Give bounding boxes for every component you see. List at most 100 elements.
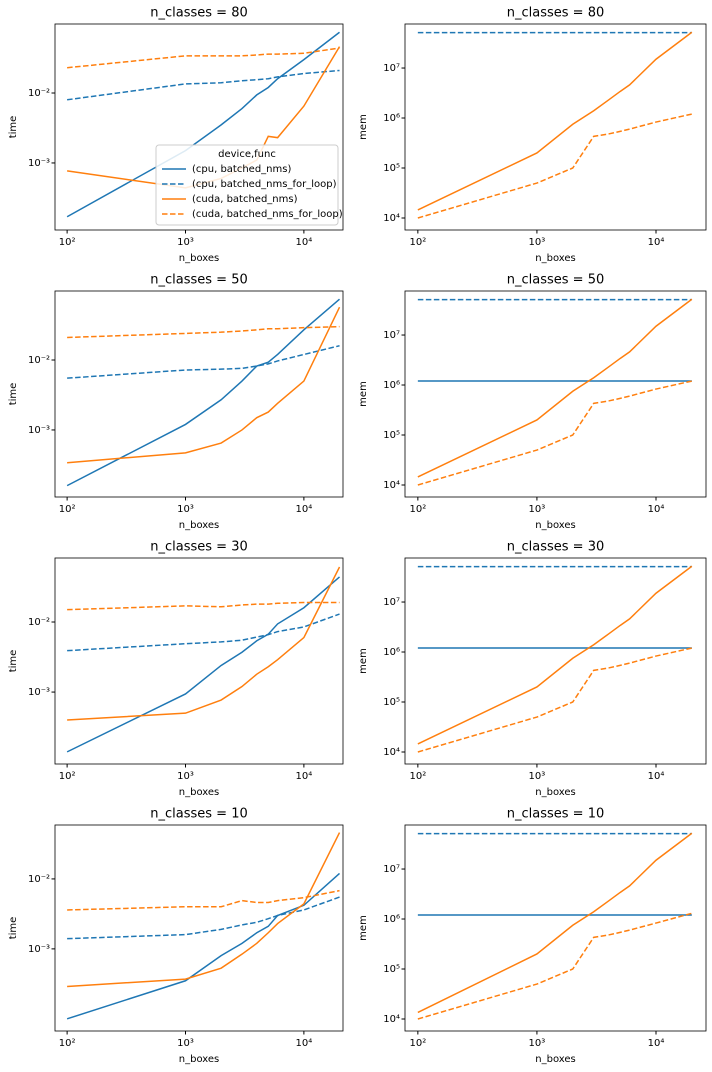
axes-frame bbox=[54, 290, 344, 498]
series-line bbox=[66, 31, 340, 218]
subplot-title: n_classes = 30 bbox=[507, 540, 604, 555]
x-tick-label: 10⁴ bbox=[296, 1038, 313, 1049]
legend-box bbox=[155, 144, 339, 226]
x-tick-label: 10⁴ bbox=[648, 504, 665, 515]
series-line bbox=[67, 306, 341, 464]
y-tick-label: 10⁴ bbox=[383, 747, 400, 758]
subplot: n_classes = 80 10² 10³ 10⁴ 10⁻³ 10⁻² n_boxes ti… bbox=[8, 6, 344, 264]
x-tick-label: 10² bbox=[409, 771, 426, 782]
plot-area bbox=[417, 832, 693, 1020]
y-tick-label: 10⁻² bbox=[28, 355, 50, 366]
series-line bbox=[67, 896, 340, 940]
y-axis-label: time bbox=[8, 116, 19, 139]
axes-frame bbox=[54, 557, 344, 765]
y-tick-label: 10⁻² bbox=[28, 88, 50, 99]
subplot-title: n_classes = 80 bbox=[150, 6, 247, 21]
plot-area bbox=[417, 31, 693, 219]
legend-label: (cpu, batched_nms) bbox=[192, 164, 291, 175]
x-axis-label: n_boxes bbox=[179, 787, 219, 798]
y-tick-label: 10⁷ bbox=[383, 597, 400, 608]
x-tick-label: 10² bbox=[409, 1038, 426, 1049]
legend-title: device,func bbox=[218, 149, 276, 160]
subplot: n_classes = 50 10² 10³ 10⁴ 10⁻³ 10⁻² n_boxes ti… bbox=[8, 273, 344, 531]
y-axis-label: time bbox=[8, 650, 19, 673]
plot-area bbox=[66, 566, 341, 753]
y-tick-label: 10⁴ bbox=[383, 1014, 400, 1025]
y-axis-label: mem bbox=[358, 648, 369, 674]
subplot: n_classes = 50 10² 10³ 10⁴ 10⁴ 10⁵ 10⁶ 10⁷ n_box… bbox=[358, 273, 707, 531]
x-tick-label: 10⁴ bbox=[648, 771, 665, 782]
y-tick-label: 10⁴ bbox=[383, 480, 400, 491]
y-tick-label: 10⁴ bbox=[383, 213, 400, 224]
legend-label: (cuda, batched_nms_for_loop) bbox=[192, 209, 343, 220]
series-line bbox=[66, 576, 341, 753]
x-tick-label: 10³ bbox=[177, 237, 194, 248]
y-tick-label: 10⁻³ bbox=[28, 944, 50, 955]
series-line bbox=[67, 69, 340, 101]
x-tick-label: 10³ bbox=[529, 237, 546, 248]
plot-area bbox=[66, 832, 341, 1020]
series-line bbox=[67, 47, 340, 69]
x-tick-label: 10⁴ bbox=[648, 1038, 665, 1049]
y-tick-label: 10⁵ bbox=[383, 964, 400, 975]
series-line bbox=[67, 613, 340, 652]
y-tick-label: 10⁻³ bbox=[28, 158, 50, 169]
x-axis-label: n_boxes bbox=[535, 253, 575, 264]
legend-label: (cpu, batched_nms_for_loop) bbox=[192, 179, 337, 190]
axes-frame bbox=[404, 557, 707, 765]
y-tick-label: 10⁻³ bbox=[28, 687, 50, 698]
x-tick-label: 10³ bbox=[177, 504, 194, 515]
subplot-title: n_classes = 50 bbox=[507, 273, 604, 288]
series-line bbox=[417, 647, 693, 753]
series-line bbox=[417, 380, 693, 486]
subplot: n_classes = 80 10² 10³ 10⁴ 10⁴ 10⁵ 10⁶ 10⁷ n_box… bbox=[358, 6, 707, 264]
y-tick-label: 10⁶ bbox=[383, 113, 400, 124]
series-line bbox=[417, 113, 693, 219]
series-line bbox=[417, 298, 693, 478]
series-line bbox=[67, 345, 340, 379]
x-tick-label: 10³ bbox=[529, 504, 546, 515]
axes-frame bbox=[54, 23, 344, 231]
series-line bbox=[417, 31, 693, 211]
y-tick-label: 10⁵ bbox=[383, 430, 400, 441]
x-axis-label: n_boxes bbox=[535, 520, 575, 531]
x-tick-label: 10² bbox=[59, 237, 76, 248]
x-tick-label: 10² bbox=[59, 771, 76, 782]
y-tick-label: 10⁷ bbox=[383, 63, 400, 74]
y-tick-label: 10⁶ bbox=[383, 380, 400, 391]
x-axis-label: n_boxes bbox=[179, 253, 219, 264]
subplot: n_classes = 30 10² 10³ 10⁴ 10⁴ 10⁵ 10⁶ 10⁷ n_box… bbox=[358, 540, 707, 798]
series-line bbox=[66, 298, 341, 487]
subplot: n_classes = 30 10² 10³ 10⁴ 10⁻³ 10⁻² n_boxes ti… bbox=[8, 540, 344, 798]
y-tick-label: 10⁷ bbox=[383, 864, 400, 875]
y-axis-label: mem bbox=[358, 381, 369, 407]
subplot-title: n_classes = 80 bbox=[507, 6, 604, 21]
x-axis-label: n_boxes bbox=[179, 1054, 219, 1065]
y-tick-label: 10⁻³ bbox=[28, 425, 50, 436]
axes-frame bbox=[404, 290, 707, 498]
series-line bbox=[67, 601, 340, 611]
y-tick-label: 10⁻² bbox=[28, 874, 50, 885]
x-tick-label: 10⁴ bbox=[648, 237, 665, 248]
series-line bbox=[67, 832, 341, 988]
subplot-title: n_classes = 10 bbox=[507, 807, 604, 822]
series-line bbox=[417, 832, 693, 1014]
y-tick-label: 10⁶ bbox=[383, 647, 400, 658]
y-axis-label: mem bbox=[358, 915, 369, 941]
x-tick-label: 10² bbox=[59, 1038, 76, 1049]
x-tick-label: 10⁴ bbox=[296, 771, 313, 782]
axes-frame bbox=[404, 824, 707, 1032]
subplot: n_classes = 10 10² 10³ 10⁴ 10⁻³ 10⁻² n_boxes ti… bbox=[8, 807, 344, 1065]
x-tick-label: 10² bbox=[59, 504, 76, 515]
plot-area bbox=[417, 298, 693, 486]
y-axis-label: time bbox=[8, 383, 19, 406]
x-tick-label: 10³ bbox=[529, 771, 546, 782]
plot-area bbox=[417, 565, 693, 753]
subplot: n_classes = 10 10² 10³ 10⁴ 10⁴ 10⁵ 10⁶ 10⁷ n_box… bbox=[358, 807, 707, 1065]
y-axis-label: mem bbox=[358, 114, 369, 140]
series-line bbox=[67, 566, 341, 721]
x-tick-label: 10³ bbox=[529, 1038, 546, 1049]
y-tick-label: 10⁶ bbox=[383, 914, 400, 925]
legend: device,func (cpu, batched_nms) (cpu, batch… bbox=[155, 144, 343, 226]
